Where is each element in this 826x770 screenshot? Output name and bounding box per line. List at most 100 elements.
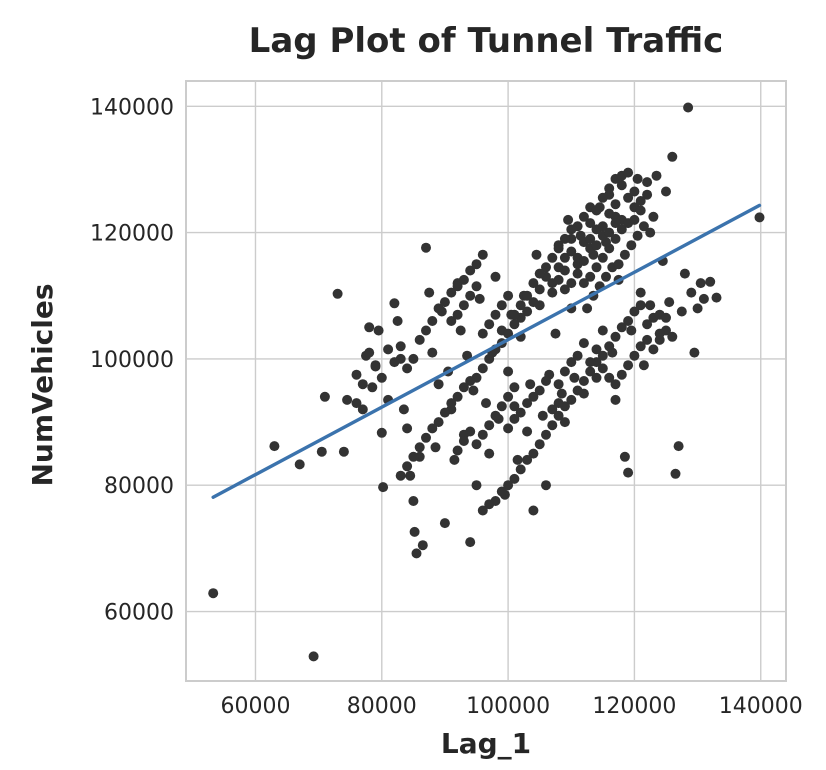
y-axis-label: NumVehicles: [26, 283, 59, 486]
scatter-point: [455, 325, 466, 336]
scatter-point: [373, 325, 384, 336]
scatter-point: [528, 505, 539, 516]
scatter-point: [471, 439, 482, 450]
scatter-point: [308, 651, 319, 662]
scatter-point: [541, 262, 551, 273]
scatter-point: [572, 268, 583, 279]
scatter-point: [515, 464, 526, 475]
scatter-point: [648, 344, 659, 355]
scatter-point: [541, 429, 551, 440]
scatter-point: [676, 306, 687, 317]
scatter-point: [534, 385, 545, 396]
scatter-point: [638, 360, 649, 371]
scatter-point: [392, 316, 403, 326]
scatter-point: [661, 312, 671, 323]
scatter-point: [465, 376, 476, 386]
scatter-point: [411, 548, 422, 559]
scatter-point: [597, 325, 608, 336]
scatter-point: [421, 325, 431, 336]
scatter-point: [528, 391, 539, 402]
scatter-point: [452, 309, 463, 320]
scatter-point: [689, 347, 700, 358]
scatter-point: [604, 372, 615, 383]
scatter-point: [465, 290, 476, 301]
scatter-point: [648, 211, 659, 222]
scatter-point: [572, 385, 583, 396]
scatter-point: [477, 328, 488, 339]
y-tick-label: 60000: [104, 601, 174, 626]
scatter-point: [376, 372, 387, 383]
scatter-point: [553, 274, 564, 285]
scatter-point: [604, 227, 615, 238]
regression-line: [211, 203, 762, 499]
scatter-point: [376, 427, 387, 438]
scatter-point: [635, 341, 646, 352]
y-tick-label: 100000: [90, 348, 174, 373]
scatter-point: [398, 404, 409, 415]
scatter-point: [597, 252, 608, 263]
y-tick-label: 120000: [90, 222, 174, 247]
scatter-point: [566, 357, 577, 368]
scatter-point: [610, 199, 621, 210]
scatter-point: [338, 446, 349, 457]
chart-title: Lag Plot of Tunnel Traffic: [249, 21, 724, 61]
scatter-point: [389, 357, 400, 368]
scatter-point: [534, 439, 545, 450]
scatter-point: [629, 306, 640, 317]
scatter-point: [559, 265, 570, 276]
scatter-point: [632, 173, 643, 184]
scatter-point: [452, 281, 463, 292]
scatter-point: [471, 259, 482, 270]
scatter-point: [616, 224, 627, 235]
scatter-point: [402, 363, 413, 374]
scatter-point: [452, 391, 463, 402]
scatter-point: [547, 404, 558, 415]
scatter-point: [629, 350, 640, 361]
scatter-point: [578, 211, 589, 222]
scatter-point: [433, 417, 444, 428]
scatter-point: [661, 186, 671, 197]
scatter-point: [559, 284, 570, 295]
scatter-point: [553, 243, 564, 254]
scatter-point: [695, 278, 706, 289]
scatter-point: [623, 167, 634, 178]
scatter-point: [626, 240, 637, 251]
scatter-point: [541, 480, 551, 491]
x-tick-label: 60000: [220, 694, 290, 719]
scatter-point: [515, 407, 526, 418]
scatter-point: [370, 360, 381, 371]
scatter-point: [645, 227, 656, 238]
scatter-point: [629, 186, 640, 197]
scatter-point: [402, 423, 413, 434]
scatter-point: [664, 297, 675, 308]
scatter-point: [427, 347, 438, 358]
scatter-point: [616, 322, 627, 333]
scatter-point: [427, 316, 438, 326]
scatter-point: [559, 233, 570, 244]
scatter-point: [496, 401, 507, 412]
scatter-point: [269, 441, 280, 452]
scatter-point: [465, 537, 476, 548]
scatter-point: [528, 278, 539, 289]
scatter-point: [367, 382, 378, 393]
scatter-point: [597, 221, 608, 232]
scatter-point: [582, 303, 593, 314]
scatter-point: [503, 366, 514, 377]
scatter-point: [430, 442, 441, 453]
scatter-point: [556, 388, 567, 399]
scatter-point: [503, 480, 514, 491]
scatter-point: [572, 350, 583, 361]
scatter-point: [585, 357, 596, 368]
scatter-point: [433, 303, 444, 314]
scatter-point: [446, 398, 457, 409]
scatter-point: [559, 366, 570, 377]
scatter-point: [578, 376, 589, 386]
scatter-point: [534, 284, 545, 295]
scatter-point: [537, 410, 548, 421]
scatter-point: [408, 451, 419, 462]
scatter-point: [754, 212, 765, 223]
scatter-point: [522, 290, 533, 301]
scatter-point: [591, 205, 602, 216]
scatter-point: [531, 249, 542, 260]
